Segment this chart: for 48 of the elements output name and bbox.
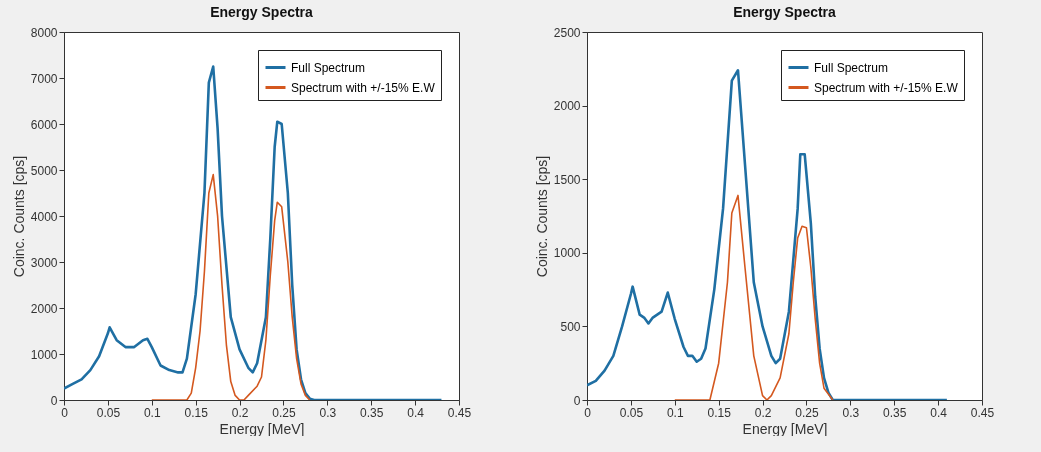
y-tick-label: 1500 <box>553 172 581 187</box>
x-tick-label: 0.4 <box>407 405 425 420</box>
y-tick-label: 5000 <box>30 163 58 178</box>
x-tick-label: 0.05 <box>619 405 644 420</box>
x-tick-label: 0.1 <box>666 405 684 420</box>
y-tick-label: 2000 <box>30 301 58 316</box>
y-tick-label: 1000 <box>30 347 58 362</box>
x-axis-title: Energy [MeV] <box>219 420 305 437</box>
x-tick-label: 0.25 <box>795 405 819 420</box>
legend-label: Full Spectrum <box>814 60 889 75</box>
x-tick-label: 0.1 <box>143 405 161 420</box>
x-tick-label: 0.2 <box>754 405 772 420</box>
line-series <box>64 65 443 400</box>
x-tick-label: 0 <box>584 405 592 420</box>
y-tick-label: 8000 <box>30 25 58 40</box>
y-tick-label: 1000 <box>553 246 581 261</box>
x-tick-label: 0.35 <box>883 405 907 420</box>
legend-label: Spectrum with +/-15% E.W <box>814 80 959 95</box>
chart-title: Energy Spectra <box>210 4 314 20</box>
y-tick-label: 3000 <box>30 255 58 270</box>
x-tick-label: 0 <box>61 405 69 420</box>
x-tick-label: 0.25 <box>272 405 296 420</box>
line-series <box>150 173 311 400</box>
x-tick-label: 0.4 <box>930 405 948 420</box>
x-tick-label: 0.45 <box>970 405 995 420</box>
y-tick-label: 500 <box>560 319 581 334</box>
y-tick-label: 0 <box>50 393 58 408</box>
y-tick-label: 2500 <box>553 25 581 40</box>
x-tick-label: 0.35 <box>360 405 384 420</box>
x-tick-label: 0.45 <box>447 405 472 420</box>
line-series <box>673 194 834 400</box>
y-axis-title: Coinc. Counts [cps] <box>533 155 550 278</box>
x-tick-label: 0.05 <box>96 405 121 420</box>
legend-label: Full Spectrum <box>291 60 366 75</box>
y-axis-title: Coinc. Counts [cps] <box>10 155 27 278</box>
y-tick-label: 4000 <box>30 209 58 224</box>
x-tick-label: 0.2 <box>231 405 249 420</box>
y-tick-label: 2000 <box>553 99 581 114</box>
x-tick-label: 0.15 <box>707 405 732 420</box>
x-tick-label: 0.3 <box>319 405 337 420</box>
y-tick-label: 0 <box>573 393 581 408</box>
x-axis-title: Energy [MeV] <box>742 420 828 437</box>
y-tick-label: 7000 <box>30 71 58 86</box>
x-tick-label: 0.15 <box>184 405 209 420</box>
y-tick-label: 6000 <box>30 117 58 132</box>
x-tick-label: 0.3 <box>842 405 860 420</box>
legend-label: Spectrum with +/-15% E.W <box>291 80 436 95</box>
chart-title: Energy Spectra <box>733 4 837 20</box>
